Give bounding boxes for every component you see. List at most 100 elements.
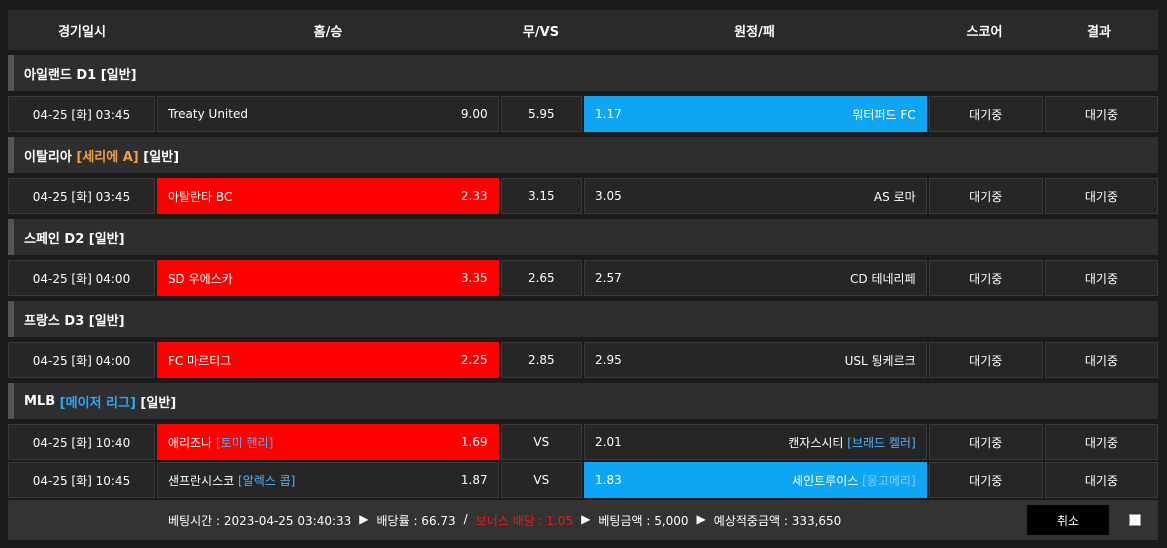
match-result: 대기중 [1044,178,1159,214]
away-team: 워터퍼드 FC [852,107,916,122]
home-odds-button[interactable]: FC 마르티그 2.25 [156,342,499,378]
arrow-icon: ▶ [581,511,591,526]
league-header: 아일랜드 D1 [일반] [8,55,1158,91]
league-name: 아일랜드 D1 [24,67,97,83]
match-score: 대기중 [928,260,1043,296]
home-team: 아탈란타 BC [167,189,233,204]
draw-odds-button[interactable]: 2.65 [500,260,583,296]
match-score: 대기중 [928,342,1043,378]
away-odds: 2.57 [595,271,622,285]
home-odds: 2.25 [460,353,488,367]
header-away: 원정/패 [734,24,775,40]
match-time: 04-25 [화] 03:45 [8,96,155,132]
home-team: FC 마르티그 [167,353,232,368]
match-time: 04-25 [화] 03:45 [8,178,155,214]
match-row: 04-25 [화] 04:00 SD 우에스카 3.35 2.65 2.57 CD… [8,260,1159,296]
away-odds-button[interactable]: 1.17 워터퍼드 FC [584,96,927,132]
header-draw: 무/VS [522,24,560,40]
expected-payout: 예상적중금액 : 333,650 [713,513,842,528]
match-row: 04-25 [화] 04:00 FC 마르티그 2.25 2.85 2.95 US… [8,342,1159,378]
home-odds-button[interactable]: Treaty United 9.00 [156,96,499,132]
home-odds: 1.69 [460,435,488,449]
league-header: 프랑스 D3 [일반] [8,301,1158,337]
league-tag: [일반] [143,149,180,165]
match-row: 04-25 [화] 10:40 애리조나 [토미 헨리] 1.69 VS 2.01… [8,424,1159,460]
home-odds-button[interactable]: 샌프란시스코 [알렉스 콥] 1.87 [156,462,499,498]
away-team: 캔자스시티 [788,435,844,450]
separator: / [463,511,468,526]
home-odds: 1.87 [460,473,488,487]
league-sub: [세리에 A] [76,149,139,165]
draw-odds-button[interactable]: 5.95 [500,96,583,132]
match-score: 대기중 [928,96,1043,132]
match-row: 04-25 [화] 03:45 아탈란타 BC 2.33 3.15 3.05 AS… [8,178,1159,214]
home-pitcher: [알렉스 콥] [238,473,296,488]
bonus-odds: 보너스 배당 : 1.05 [475,513,574,528]
league-name: 이탈리아 [24,149,72,165]
league-tag: [일반] [88,231,125,247]
away-team: AS 로마 [873,189,916,204]
home-odds-button[interactable]: 애리조나 [토미 헨리] 1.69 [156,424,499,460]
away-odds-button[interactable]: 2.57 CD 테네리페 [584,260,927,296]
league-tag: [일반] [100,67,137,83]
draw-odds-button[interactable]: 3.15 [500,178,583,214]
header-result: 결과 [1087,24,1111,40]
away-pitcher: [브래드 켈러] [847,435,916,450]
away-team: 세인트루이스 [792,473,859,488]
draw-odds-button[interactable]: VS [500,462,583,498]
home-team: SD 우에스카 [167,271,233,286]
league-header: 스페인 D2 [일반] [8,219,1158,255]
home-odds: 2.33 [460,189,488,203]
away-odds: 2.95 [595,353,622,367]
league-header: MLB [메이저 리그] [일반] [8,383,1158,419]
total-odds: 배당률 : 66.73 [376,513,456,528]
away-odds: 1.83 [595,473,622,487]
match-time: 04-25 [화] 04:00 [8,260,155,296]
away-odds: 1.17 [595,107,622,121]
table-header: 경기일시 홈/승 무/VS 원정/패 스코어 결과 [8,10,1158,50]
match-score: 대기중 [928,424,1043,460]
draw-odds-button[interactable]: VS [500,424,583,460]
away-odds-button[interactable]: 1.83 세인트루이스 [몽고메리] [584,462,927,498]
home-pitcher: [토미 헨리] [215,435,274,450]
match-score: 대기중 [928,462,1043,498]
home-odds-button[interactable]: 아탈란타 BC 2.33 [156,178,499,214]
match-result: 대기중 [1044,342,1159,378]
home-odds: 9.00 [460,107,488,121]
match-result: 대기중 [1044,424,1159,460]
league-sub: [메이저 리그] [59,395,136,411]
home-team: 애리조나 [167,435,213,450]
match-row: 04-25 [화] 03:45 Treaty United 9.00 5.95 … [8,96,1159,132]
away-odds-button[interactable]: 3.05 AS 로마 [584,178,927,214]
away-team: CD 테네리페 [850,271,916,286]
match-result: 대기중 [1044,260,1159,296]
league-tag: [일반] [140,395,177,411]
away-team: USL 됭케르크 [844,353,916,368]
bet-slip-footer: 베팅시간 : 2023-04-25 03:40:33 ▶ 배당률 : 66.73… [8,500,1158,540]
home-odds: 3.35 [460,271,488,285]
league-name: 스페인 D2 [24,231,85,247]
match-row: 04-25 [화] 10:45 샌프란시스코 [알렉스 콥] 1.87 VS 1.… [8,462,1159,498]
league-name: 프랑스 D3 [24,313,85,329]
home-team: Treaty United [167,107,248,121]
away-odds-button[interactable]: 2.01 캔자스시티 [브래드 켈러] [584,424,927,460]
away-odds-button[interactable]: 2.95 USL 됭케르크 [584,342,927,378]
away-pitcher: [몽고메리] [862,473,916,488]
bet-amount: 베팅금액 : 5,000 [598,513,689,528]
bet-time: 베팅시간 : 2023-04-25 03:40:33 [168,513,352,528]
match-result: 대기중 [1044,462,1159,498]
select-checkbox[interactable] [1129,514,1141,526]
away-odds: 3.05 [595,189,622,203]
match-result: 대기중 [1044,96,1159,132]
league-name: MLB [24,393,56,409]
league-header: 이탈리아 [세리에 A] [일반] [8,137,1158,173]
match-score: 대기중 [928,178,1043,214]
league-tag: [일반] [88,313,125,329]
home-odds-button[interactable]: SD 우에스카 3.35 [156,260,499,296]
home-team: 샌프란시스코 [167,473,235,488]
header-date: 경기일시 [58,24,106,40]
draw-odds-button[interactable]: 2.85 [500,342,583,378]
cancel-button[interactable]: 취소 [1027,505,1109,535]
match-time: 04-25 [화] 04:00 [8,342,155,378]
header-home: 홈/승 [313,24,343,40]
